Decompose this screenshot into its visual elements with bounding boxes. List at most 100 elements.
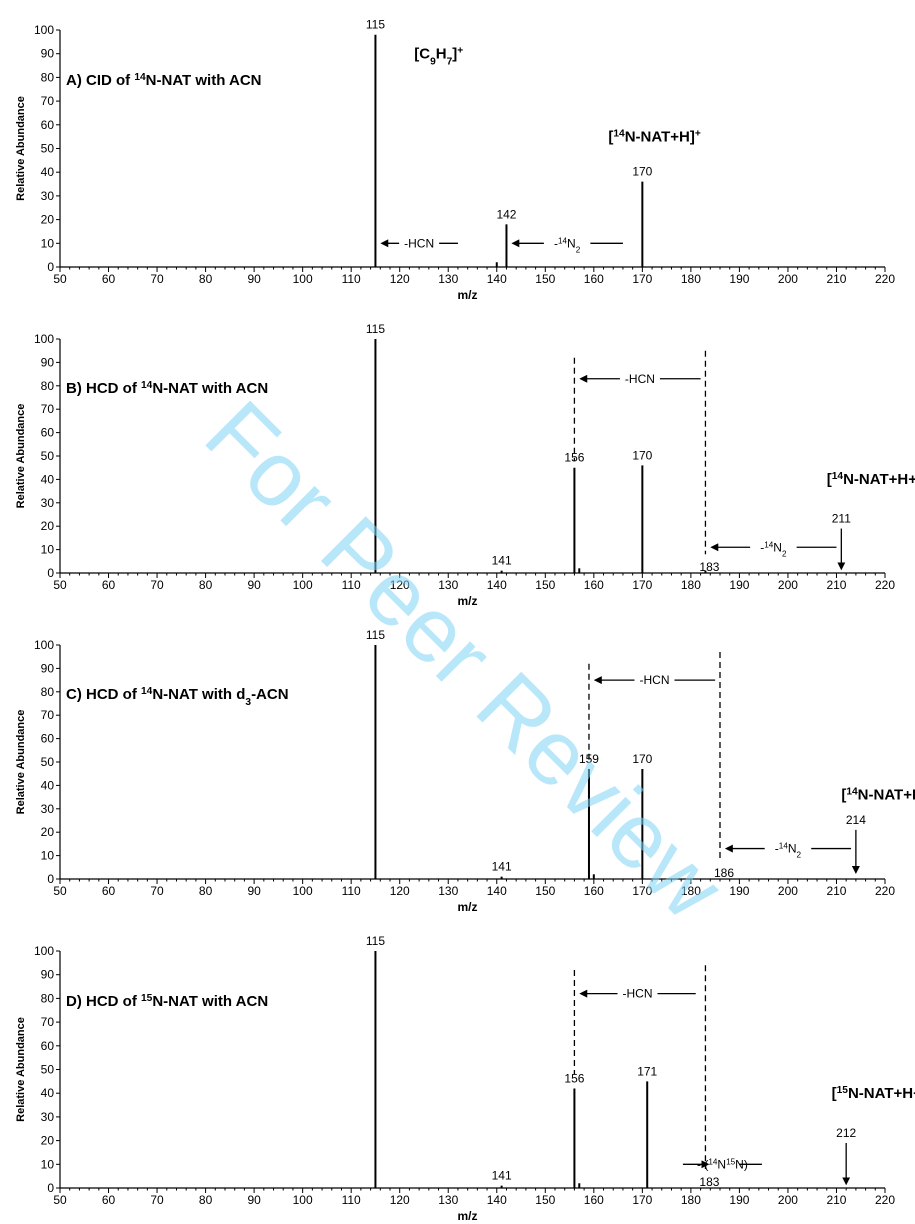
y-tick-label: 70 (41, 94, 55, 108)
x-tick-label: 90 (247, 272, 261, 286)
x-tick-label: 110 (342, 578, 361, 592)
x-tick-label: 90 (247, 578, 261, 592)
y-tick-label: 10 (41, 543, 55, 557)
y-tick-label: 0 (47, 566, 54, 580)
x-tick-label: 220 (875, 578, 895, 592)
peak-label: 115 (366, 322, 385, 336)
y-tick-label: 60 (41, 732, 55, 746)
x-tick-label: 80 (199, 884, 213, 898)
x-tick-label: 170 (632, 578, 652, 592)
loss-label: -14N2 (775, 841, 802, 859)
x-axis-label: m/z (457, 594, 477, 608)
x-tick-label: 210 (826, 578, 846, 592)
x-tick-label: 130 (438, 578, 458, 592)
y-tick-label: 60 (41, 426, 55, 440)
ion-label: [14N-NAT+H]+ (608, 128, 700, 146)
x-tick-label: 150 (535, 578, 555, 592)
x-tick-label: 60 (102, 272, 116, 286)
x-tick-label: 120 (390, 578, 410, 592)
x-tick-label: 170 (632, 272, 652, 286)
x-tick-label: 220 (875, 884, 895, 898)
x-tick-label: 130 (438, 272, 458, 286)
y-tick-label: 40 (41, 1086, 55, 1100)
x-tick-label: 170 (632, 884, 652, 898)
y-tick-label: 60 (41, 118, 55, 132)
peak-label: 115 (366, 628, 385, 642)
y-tick-label: 20 (41, 519, 55, 533)
x-tick-label: 180 (681, 578, 701, 592)
x-tick-label: 80 (199, 1193, 213, 1207)
spectrum-panel-b: 0 10 20 30 40 50 60 70 80 90 100 50 60 70 80 90 100 110 12… (15, 322, 915, 608)
y-tick-label: 60 (41, 1039, 55, 1053)
peak-label: 212 (836, 1126, 856, 1140)
spectrum-panel-a: 0 10 20 30 40 50 60 70 80 90 100 50 60 70 80 90 100 110 12… (15, 18, 895, 302)
x-tick-label: 140 (487, 578, 507, 592)
y-tick-label: 0 (47, 1181, 54, 1195)
y-tick-label: 70 (41, 1015, 55, 1029)
y-tick-label: 100 (34, 638, 54, 652)
x-tick-label: 160 (584, 1193, 604, 1207)
x-tick-label: 190 (729, 272, 749, 286)
x-tick-label: 130 (438, 884, 458, 898)
y-tick-label: 10 (41, 849, 55, 863)
y-tick-label: 90 (41, 355, 55, 369)
peak-label: 115 (366, 934, 385, 948)
x-tick-label: 200 (778, 1193, 798, 1207)
y-axis-label: Relative Abundance (15, 96, 27, 201)
x-tick-label: 90 (247, 884, 261, 898)
peak-label: 211 (832, 512, 851, 526)
panel-title: D) HCD of 15N-NAT with ACN (66, 992, 268, 1010)
x-tick-label: 190 (729, 1193, 749, 1207)
x-tick-label: 210 (826, 1193, 846, 1207)
watermark: For Peer Review (186, 382, 743, 939)
x-tick-label: 100 (293, 272, 313, 286)
peak-label: 170 (632, 448, 652, 462)
x-tick-label: 80 (199, 578, 213, 592)
loss-label: -HCN (404, 236, 434, 250)
x-tick-label: 60 (102, 1193, 116, 1207)
y-tick-label: 90 (41, 968, 55, 982)
peak-label: 141 (492, 1169, 512, 1183)
y-tick-label: 70 (41, 708, 55, 722)
x-tick-label: 190 (729, 578, 749, 592)
y-tick-label: 80 (41, 991, 55, 1005)
y-tick-label: 100 (34, 332, 54, 346)
x-tick-label: 160 (584, 884, 604, 898)
peak-label: 141 (492, 554, 512, 568)
y-tick-label: 0 (47, 872, 54, 886)
x-tick-label: 190 (729, 884, 749, 898)
panel-title: B) HCD of 14N-NAT with ACN (66, 380, 268, 398)
y-tick-label: 10 (41, 1157, 55, 1171)
x-tick-label: 200 (778, 884, 798, 898)
x-axis-label: m/z (457, 288, 477, 302)
ion-label: [14N-NAT+H+d3-ACN]+ (841, 786, 915, 808)
x-tick-label: 70 (150, 1193, 164, 1207)
x-tick-label: 140 (487, 272, 507, 286)
ion-label: [C9H7]+ (414, 45, 463, 67)
x-tick-label: 70 (150, 578, 164, 592)
y-tick-label: 40 (41, 778, 55, 792)
y-axis-label: Relative Abundance (15, 404, 27, 509)
y-tick-label: 0 (47, 260, 54, 274)
x-tick-label: 150 (535, 272, 555, 286)
loss-label: -14N2 (554, 236, 581, 254)
x-axis-label: m/z (457, 900, 477, 914)
y-tick-label: 30 (41, 496, 55, 510)
x-tick-label: 200 (778, 272, 798, 286)
peak-label: 170 (632, 165, 652, 179)
peak-label: 156 (564, 451, 584, 465)
x-tick-label: 60 (102, 578, 116, 592)
y-tick-label: 50 (41, 142, 55, 156)
y-tick-label: 20 (41, 1134, 55, 1148)
peak-label: 186 (714, 866, 734, 880)
x-tick-label: 160 (584, 578, 604, 592)
y-tick-label: 100 (34, 23, 54, 37)
x-tick-label: 100 (293, 1193, 313, 1207)
y-tick-label: 20 (41, 825, 55, 839)
y-tick-label: 50 (41, 1063, 55, 1077)
y-tick-label: 80 (41, 685, 55, 699)
y-axis-label: Relative Abundance (15, 710, 27, 815)
x-tick-label: 50 (53, 578, 67, 592)
loss-label: -HCN (639, 673, 669, 687)
y-tick-label: 40 (41, 472, 55, 486)
